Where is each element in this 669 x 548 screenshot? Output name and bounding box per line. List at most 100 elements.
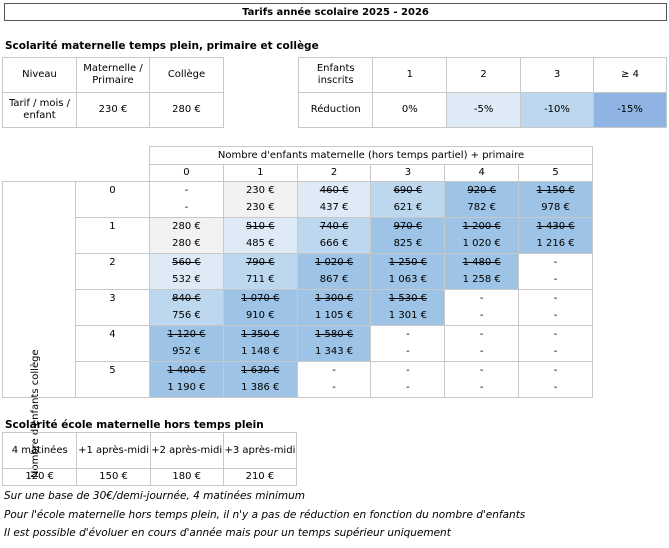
grid-cell-original-price: 1 530 € bbox=[370, 289, 446, 308]
header-enfants-inscrits: Enfants inscrits bbox=[297, 57, 374, 93]
grid-cell-original-price: - bbox=[296, 361, 372, 380]
grid-cell-original-price: 560 € bbox=[149, 253, 224, 272]
grid-cell-original-price: 1 580 € bbox=[296, 325, 372, 344]
grid-cell-original-price: 510 € bbox=[222, 217, 298, 236]
grid-cell-reduced-price: 1 386 € bbox=[222, 379, 298, 398]
grid-col-2: 2 bbox=[296, 164, 372, 182]
count-4-plus: ≥ 4 bbox=[592, 57, 668, 93]
header-niveau: Niveau bbox=[2, 57, 77, 93]
grid-cell-original-price: 740 € bbox=[296, 217, 372, 236]
grid-cell-original-price: - bbox=[370, 361, 446, 380]
reduction-2: -5% bbox=[446, 92, 522, 128]
grid-row-label: 1 bbox=[74, 217, 151, 254]
grid-row-title-cell bbox=[2, 181, 76, 398]
grid-cell-reduced-price: 1 343 € bbox=[296, 343, 372, 362]
grid-cell-original-price: 1 350 € bbox=[222, 325, 298, 344]
grid-corner-2 bbox=[75, 147, 149, 165]
grid-cell-reduced-price: 621 € bbox=[370, 199, 446, 218]
row-label-tarif: Tarif / mois / enfant bbox=[2, 92, 77, 128]
count-1: 1 bbox=[372, 57, 448, 93]
grid-cell-original-price: 460 € bbox=[296, 181, 372, 200]
grid-cell-original-price: 1 400 € bbox=[149, 361, 224, 380]
grid-cell-original-price: 1 120 € bbox=[149, 325, 224, 344]
price-4-matinees: 120 € bbox=[1, 468, 78, 486]
full-time-tariff-table: Niveau Maternelle / Primaire Collège Tar… bbox=[2, 57, 225, 128]
section-full-time-title: Scolarité maternelle temps plein, primai… bbox=[5, 40, 319, 52]
grid-cell-reduced-price: 1 148 € bbox=[222, 343, 298, 362]
grid-cell-reduced-price: - bbox=[149, 199, 224, 218]
reduction-3: -10% bbox=[520, 92, 594, 128]
grid-cell-reduced-price: - bbox=[518, 379, 593, 398]
grid-cell-reduced-price: 280 € bbox=[149, 235, 224, 254]
grid-cell-reduced-price: 666 € bbox=[296, 235, 372, 254]
grid-cell-reduced-price: 952 € bbox=[149, 343, 224, 362]
grid-cell-original-price: 1 150 € bbox=[518, 181, 593, 200]
grid-cell-reduced-price: 1 258 € bbox=[444, 271, 520, 290]
grid-cell-reduced-price: 1 301 € bbox=[370, 307, 446, 326]
grid-col-1: 1 bbox=[222, 164, 298, 182]
grid-cell-reduced-price: 485 € bbox=[222, 235, 298, 254]
grid-row-label: 3 bbox=[74, 289, 151, 326]
grid-cell-reduced-price: - bbox=[370, 379, 446, 398]
grid-cell-original-price: - bbox=[149, 181, 224, 200]
grid-col-5: 5 bbox=[518, 164, 593, 182]
grid-cell-reduced-price: 1 063 € bbox=[370, 271, 446, 290]
grid-row-label: 2 bbox=[74, 253, 151, 290]
grid-col-title: Nombre d'enfants maternelle (hors temps … bbox=[149, 146, 593, 165]
grid-cell-original-price: 1 070 € bbox=[222, 289, 298, 308]
section-part-time-title: Scolarité école maternelle hors temps pl… bbox=[5, 419, 264, 431]
grid-cell-reduced-price: 1 105 € bbox=[296, 307, 372, 326]
grid-cell-reduced-price: 756 € bbox=[149, 307, 224, 326]
grid-cell-reduced-price: - bbox=[296, 379, 372, 398]
note-3: Il est possible d'évoluer en cours d'ann… bbox=[4, 527, 451, 539]
grid-cell-reduced-price: 1 020 € bbox=[444, 235, 520, 254]
grid-cell-reduced-price: - bbox=[444, 343, 520, 362]
grid-cell-original-price: 840 € bbox=[149, 289, 224, 308]
grid-cell-reduced-price: - bbox=[444, 379, 520, 398]
row-label-reduction: Réduction bbox=[297, 92, 374, 128]
grid-cell-reduced-price: - bbox=[518, 271, 593, 290]
reduction-table: Enfants inscrits 1 2 3 ≥ 4 Réduction 0% … bbox=[297, 57, 668, 128]
grid-corner-4 bbox=[75, 164, 151, 182]
header-plus-3: +3 après-midi bbox=[222, 432, 298, 469]
grid-cell-original-price: - bbox=[370, 325, 446, 344]
grid-cell-original-price: - bbox=[518, 361, 593, 380]
tarif-maternelle-primaire: 230 € bbox=[76, 92, 150, 128]
price-plus-2: 180 € bbox=[149, 468, 224, 486]
price-grid-table: Nombre d'enfants maternelle (hors temps … bbox=[2, 146, 593, 398]
grid-cell-original-price: 1 430 € bbox=[518, 217, 593, 236]
grid-cell-original-price: - bbox=[444, 325, 520, 344]
grid-cell-reduced-price: 532 € bbox=[149, 271, 224, 290]
grid-cell-reduced-price: - bbox=[518, 307, 593, 326]
grid-cell-original-price: - bbox=[518, 325, 593, 344]
grid-cell-original-price: - bbox=[444, 289, 520, 308]
grid-cell-reduced-price: 825 € bbox=[370, 235, 446, 254]
grid-cell-original-price: 1 020 € bbox=[296, 253, 372, 272]
grid-col-0: 0 bbox=[149, 164, 224, 182]
grid-cell-reduced-price: 1 190 € bbox=[149, 379, 224, 398]
grid-cell-reduced-price: - bbox=[444, 307, 520, 326]
part-time-tariff-table: 4 matinées +1 après-midi +2 après-midi +… bbox=[1, 432, 298, 486]
grid-cell-reduced-price: 230 € bbox=[222, 199, 298, 218]
page-title: Tarifs année scolaire 2025 - 2026 bbox=[4, 3, 667, 21]
grid-row-label: 0 bbox=[74, 181, 151, 218]
grid-cell-original-price: 230 € bbox=[222, 181, 298, 200]
header-plus-1: +1 après-midi bbox=[76, 432, 151, 469]
price-plus-1: 150 € bbox=[76, 468, 151, 486]
grid-cell-original-price: 1 250 € bbox=[370, 253, 446, 272]
grid-cell-reduced-price: 782 € bbox=[444, 199, 520, 218]
grid-cell-original-price: - bbox=[518, 289, 593, 308]
grid-cell-reduced-price: 1 216 € bbox=[518, 235, 593, 254]
tarif-college: 280 € bbox=[148, 92, 225, 128]
grid-cell-original-price: 1 480 € bbox=[444, 253, 520, 272]
note-1: Sur une base de 30€/demi-journée, 4 mati… bbox=[4, 490, 306, 502]
grid-cell-original-price: 1 630 € bbox=[222, 361, 298, 380]
header-4-matinees: 4 matinées bbox=[1, 432, 78, 469]
grid-corner-3 bbox=[3, 165, 76, 182]
grid-cell-reduced-price: - bbox=[518, 343, 593, 362]
grid-cell-reduced-price: 711 € bbox=[222, 271, 298, 290]
grid-corner bbox=[3, 147, 76, 165]
grid-cell-original-price: 690 € bbox=[370, 181, 446, 200]
grid-row-label: 5 bbox=[74, 361, 151, 398]
grid-cell-reduced-price: 978 € bbox=[518, 199, 593, 218]
